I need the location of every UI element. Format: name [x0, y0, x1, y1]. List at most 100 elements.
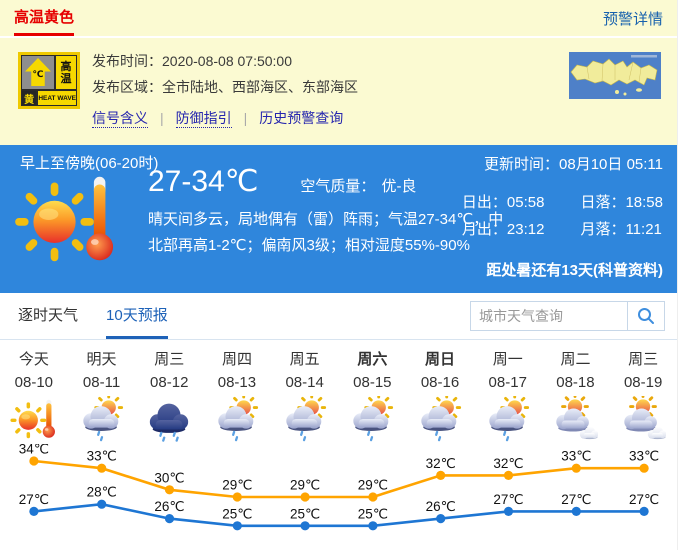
forecast-column: 明天 08-11 [68, 340, 136, 444]
forecast-day-label: 周六 [357, 351, 388, 368]
temp-label: 28℃ [87, 485, 117, 500]
tab-ten-day-forecast[interactable]: 10天预报 [106, 293, 168, 339]
temp-label: 33℃ [561, 449, 591, 464]
forecast-day-label: 明天 [86, 351, 117, 368]
forecast-date-label: 08-19 [623, 374, 663, 391]
warning-arrow-cell: ℃ [22, 56, 54, 89]
defense-guide-link[interactable]: 防御指引 [175, 110, 232, 128]
alert-links-row: 信号含义 | 防御指引 | 历史预警查询 [92, 110, 344, 128]
weather-icon-sun-shower [349, 394, 395, 444]
temp-label: 25℃ [290, 506, 320, 521]
sunrise-time: 日出：05:58 [461, 194, 545, 211]
sunset-time: 日落：18:58 [580, 194, 663, 211]
sun-moon-times: 日出：05:58 日落：18:58 月出：23:12 月落：11:21 [462, 191, 663, 242]
forecast-column: 周二 08-18 [542, 340, 610, 444]
forecast-column: 周三 08-12 [135, 340, 203, 444]
moonset-time: 月落：11:21 [580, 221, 662, 238]
city-search [470, 301, 665, 331]
weather-icon-sun-shower [79, 394, 125, 444]
degree-symbol: ℃ [32, 69, 44, 79]
alert-top-bar: 高温黄色 预警详情 [0, 0, 677, 38]
forecast-day-label: 周三 [154, 351, 185, 368]
shenzhen-map-thumbnail [569, 52, 661, 104]
temp-label: 29℃ [222, 478, 252, 493]
weather-icon-rain [146, 394, 192, 444]
forecast-day-label: 周四 [221, 351, 252, 368]
temp-label: 32℃ [426, 456, 456, 471]
sun-thermometer-icon [14, 171, 120, 272]
tab-hourly-weather[interactable]: 逐时天气 [18, 307, 79, 324]
warning-level-cell: 黄 [22, 91, 37, 106]
temperature-chart-area: 34℃ 33℃ 30℃ 29℃ 29℃ 29℃ 32℃ 32℃ 33℃ 33℃ 27℃ 28℃ 26℃ 2… [0, 442, 677, 544]
weather-description: 晴天间多云，局地偶有（雷）阵雨；气温27-34℃，中 北部再高1-2℃；偏南风3… [148, 211, 504, 254]
forecast-day-label: 周日 [425, 351, 456, 368]
weather-icon-hot [10, 394, 58, 444]
weather-icon-sun-shower [282, 394, 328, 444]
publish-area: 发布区域：全市陆地、西部海区、东部海区 [92, 79, 358, 95]
air-quality-label: 空气质量： [300, 178, 376, 195]
weather-icon-sun-clouds [552, 394, 599, 444]
forecast-day-label: 周五 [289, 351, 320, 368]
air-quality-value: 优-良 [381, 178, 417, 195]
history-warning-link[interactable]: 历史预警查询 [259, 110, 344, 126]
forecast-column: 今天 08-10 [0, 340, 68, 444]
alert-detail-section: ℃ 高温 黄 HEAT WAVE 发布时间：2020-08-08 07:50:0… [0, 38, 677, 145]
forecast-date-label: 08-15 [353, 374, 392, 391]
forecast-column: 周三 08-19 [609, 340, 677, 444]
alert-level-title: 高温黄色 [14, 0, 75, 36]
forecast-date-label: 08-16 [420, 374, 460, 391]
temp-label: 26℃ [154, 499, 184, 514]
forecast-column: 周五 08-14 [271, 340, 339, 444]
forecast-date-label: 08-12 [150, 374, 189, 391]
temp-label: 32℃ [493, 456, 523, 471]
heat-wave-warning-icon: ℃ 高温 黄 HEAT WAVE [18, 52, 80, 109]
temp-label: 29℃ [358, 478, 388, 493]
temp-label: 27℃ [629, 492, 659, 507]
forecast-period-title: 早上至傍晚(06-20时) [20, 155, 159, 172]
search-button[interactable] [628, 301, 665, 331]
ten-day-forecast-section: 今天 08-10 明天 08-11 周三 08-12 周四 08-13 周五 08-14 [0, 340, 677, 548]
signal-meaning-link[interactable]: 信号含义 [92, 110, 148, 128]
forecast-day-label: 今天 [18, 351, 49, 368]
temp-label: 30℃ [154, 470, 184, 485]
warning-subtitle-cell: HEAT WAVE [38, 91, 76, 105]
forecast-day-label: 周二 [560, 351, 591, 368]
temperature-range: 27-34℃ [148, 165, 259, 198]
alert-info-block: 发布时间：2020-08-08 07:50:00 发布区域：全市陆地、西部海区、… [92, 48, 358, 131]
moonrise-time: 月出：23:12 [461, 221, 545, 238]
weather-icon-sun-shower [214, 394, 260, 444]
temp-label: 34℃ [19, 444, 49, 457]
forecast-day-label: 周一 [492, 351, 523, 368]
temperature-chart: 34℃ 33℃ 30℃ 29℃ 29℃ 29℃ 32℃ 32℃ 33℃ 33℃ 27℃ 28℃ 26℃ 2… [19, 442, 659, 531]
forecast-day-label: 周三 [628, 351, 659, 368]
temp-label: 27℃ [19, 492, 49, 507]
city-search-input[interactable] [470, 301, 628, 331]
temp-label: 27℃ [493, 492, 523, 507]
temp-label: 25℃ [222, 506, 252, 521]
forecast-date-label: 08-17 [488, 374, 527, 391]
forecast-date-label: 08-14 [285, 374, 324, 391]
alert-details-link[interactable]: 预警详情 [602, 10, 663, 28]
search-icon [638, 308, 654, 324]
publish-time: 发布时间：2020-08-08 07:50:00 [92, 53, 292, 69]
tab-bar: 逐时天气 10天预报 [0, 293, 677, 340]
temp-label: 26℃ [426, 499, 456, 514]
update-time: 更新时间：08月10日 05:11 [484, 156, 663, 173]
warning-name-cell: 高温 [56, 56, 76, 89]
weather-icon-sun-shower [417, 394, 463, 444]
forecast-date-label: 08-10 [14, 374, 54, 391]
temp-label: 33℃ [629, 449, 659, 464]
forecast-date-label: 08-11 [82, 374, 121, 391]
weather-icon-sun-clouds [620, 394, 667, 444]
forecast-date-label: 08-13 [217, 374, 257, 391]
temp-label: 25℃ [358, 506, 388, 521]
solar-term-countdown-link[interactable]: 距处暑还有13天(科普资料) [486, 262, 663, 279]
weather-icon-sun-shower [485, 394, 531, 444]
current-weather-panel: 早上至傍晚(06-20时) 27-34℃ 空气质量： 优-良 晴天间多云，局地偶… [0, 145, 677, 293]
forecast-date-label: 08-18 [556, 374, 595, 391]
forecast-column: 周六 08-15 [338, 340, 406, 444]
forecast-columns: 今天 08-10 明天 08-11 周三 08-12 周四 08-13 周五 08-14 [0, 340, 677, 444]
forecast-column: 周一 08-17 [474, 340, 542, 444]
temp-label: 29℃ [290, 478, 320, 493]
temp-label: 33℃ [87, 449, 117, 464]
